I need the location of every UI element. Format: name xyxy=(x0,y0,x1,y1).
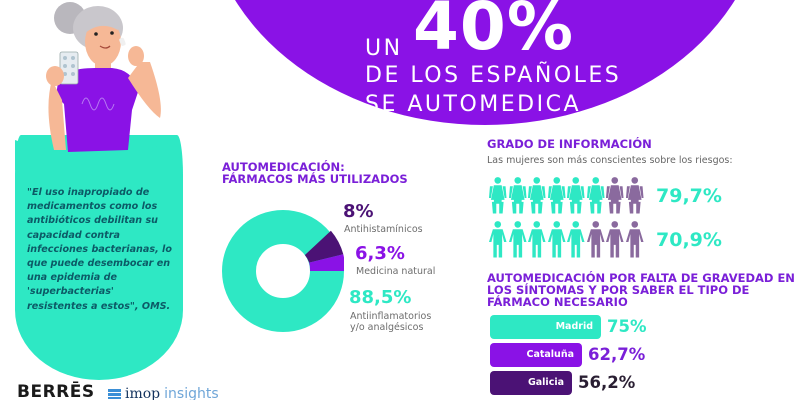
man-icon xyxy=(527,221,546,258)
women-percentage: 79,7% xyxy=(656,185,722,207)
bar-row-galicia: Galicia 56,2% xyxy=(490,370,635,395)
man-icon xyxy=(566,221,585,258)
who-quote-text: "El uso inapropiado de medicamentos como… xyxy=(27,187,172,312)
quote-box xyxy=(15,135,183,380)
men-percentage: 70,9% xyxy=(656,229,722,251)
berres-logo: BERRĒS xyxy=(17,382,95,400)
woman-icon xyxy=(547,177,566,214)
woman-icon xyxy=(605,177,624,214)
woman-taking-pill-illustration xyxy=(15,2,170,170)
anti-inflammatories-value: 88,5% xyxy=(349,287,412,308)
woman-icon xyxy=(488,177,507,214)
natural-medicine-label: Medicina natural xyxy=(356,266,436,277)
men-pictogram-row: 70,9% xyxy=(488,220,722,260)
donut-section-title: AUTOMEDICACIÓN: FÁRMACOS MÁS UTILIZADOS xyxy=(222,161,422,185)
imop-insights-logo: imop insights xyxy=(108,386,219,400)
bar-cataluna: Cataluña xyxy=(490,342,582,367)
woman-icon xyxy=(625,177,644,214)
woman-icon xyxy=(508,177,527,214)
antihistamines-label: Antihistamínicos xyxy=(344,224,423,235)
headline-line-1: UN xyxy=(365,36,403,61)
headline-percentage: 40% xyxy=(413,0,574,65)
man-icon xyxy=(488,221,507,258)
headline-line-3: SE AUTOMEDICA xyxy=(365,92,581,117)
bar-label-galicia: Galicia xyxy=(527,377,564,388)
donut-title-line-1: AUTOMEDICACIÓN: xyxy=(222,160,345,174)
insights-logo-text: insights xyxy=(164,386,219,400)
natural-medicine-value: 6,3% xyxy=(355,243,405,264)
bar-row-madrid: Madrid 75% xyxy=(490,314,647,339)
info-section-title: GRADO DE INFORMACIÓN xyxy=(487,137,652,151)
bar-label-cataluna: Cataluña xyxy=(526,349,574,360)
woman-icon xyxy=(527,177,546,214)
bar-galicia: Galicia xyxy=(490,370,572,395)
man-icon xyxy=(605,221,624,258)
bars-title-line-3: FÁRMACO NECESARIO xyxy=(487,295,628,309)
bar-value-cataluna: 62,7% xyxy=(588,345,646,364)
info-section-subtitle: Las mujeres son más conscientes sobre lo… xyxy=(487,155,733,166)
bars-title-line-2: LOS SÍNTOMAS Y POR SABER EL TIPO DE xyxy=(487,283,750,297)
imop-logo-text: imop xyxy=(125,386,161,400)
women-pictogram-row: 79,7% xyxy=(488,176,722,216)
bar-row-cataluna: Cataluña 62,7% xyxy=(490,342,645,367)
drugs-donut-chart xyxy=(222,210,344,332)
antihistamines-value: 8% xyxy=(343,201,374,222)
woman-icon xyxy=(586,177,605,214)
headline-line-2: DE LOS ESPAÑOLES xyxy=(365,63,622,88)
donut-title-line-2: FÁRMACOS MÁS UTILIZADOS xyxy=(222,172,408,186)
bars-title-line-1: AUTOMEDICACIÓN POR FALTA DE GRAVEDAD EN xyxy=(487,271,795,285)
man-icon xyxy=(625,221,644,258)
man-icon xyxy=(547,221,566,258)
bars-section-title: AUTOMEDICACIÓN POR FALTA DE GRAVEDAD EN … xyxy=(487,272,797,308)
bar-value-galicia: 56,2% xyxy=(578,373,636,392)
man-icon xyxy=(586,221,605,258)
bar-label-madrid: Madrid xyxy=(555,321,593,332)
imop-mark-icon xyxy=(108,389,121,399)
bar-madrid: Madrid xyxy=(490,314,601,339)
anti-inflammatories-label: Antiinflamatorios y/o analgésicos xyxy=(350,311,432,333)
man-icon xyxy=(508,221,527,258)
bar-value-madrid: 75% xyxy=(607,317,647,336)
woman-icon xyxy=(566,177,585,214)
